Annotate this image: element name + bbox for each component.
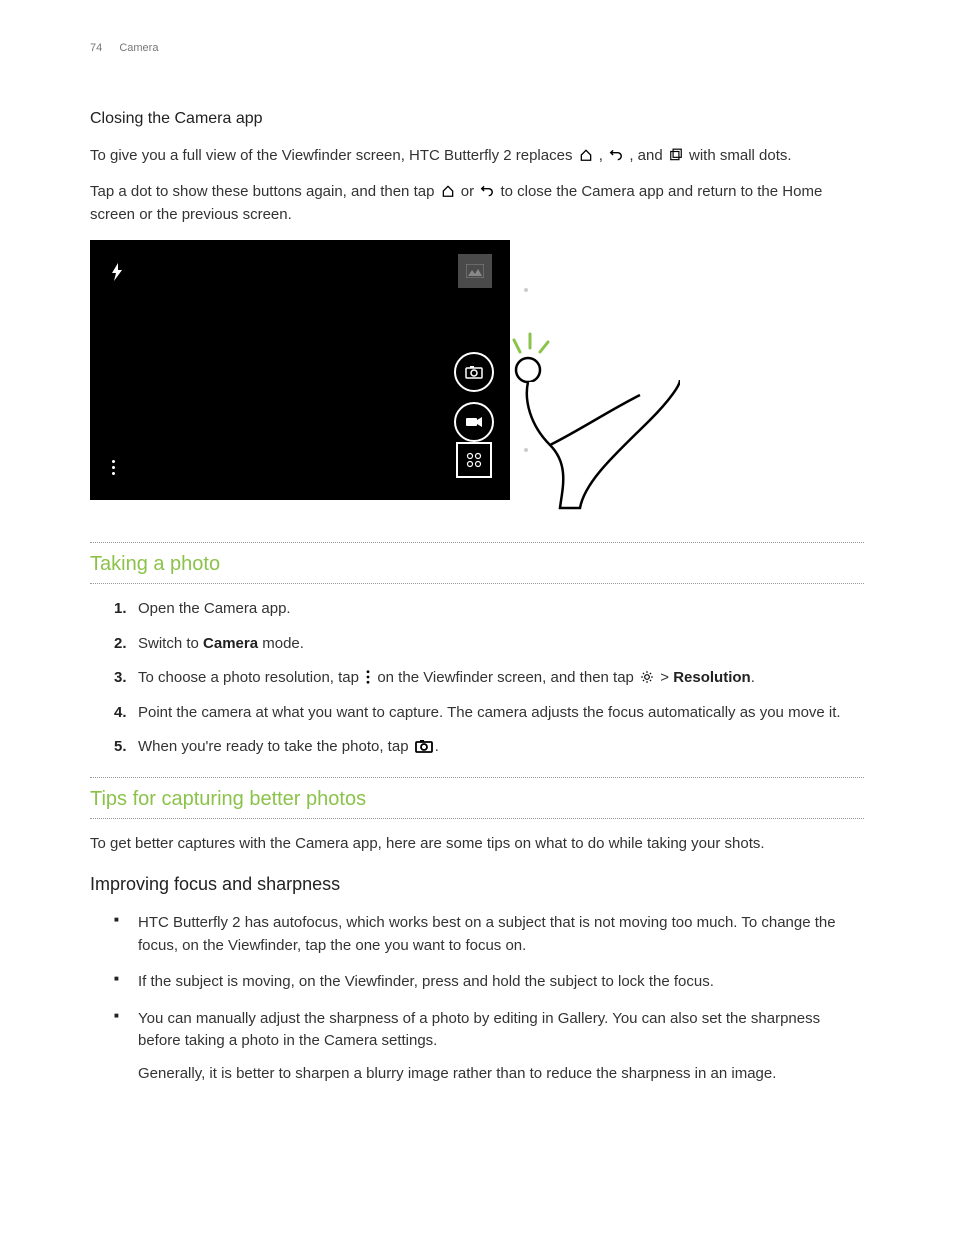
step-text: mode. xyxy=(258,635,304,652)
step-text: Open the Camera app. xyxy=(138,600,291,617)
mode-button xyxy=(456,442,492,478)
bullet-2: If the subject is moving, on the Viewfin… xyxy=(114,971,864,994)
tips-title: Tips for capturing better photos xyxy=(90,778,864,819)
bullet-3: You can manually adjust the sharpness of… xyxy=(114,1008,864,1086)
text: or xyxy=(461,183,479,200)
closing-heading: Closing the Camera app xyxy=(90,107,864,131)
step-5: 5. When you're ready to take the photo, … xyxy=(114,736,864,759)
hand-tap-illustration xyxy=(510,330,680,510)
bullet-1: HTC Butterfly 2 has autofocus, which wor… xyxy=(114,912,864,957)
text: , and xyxy=(629,147,667,164)
bold-text: Resolution xyxy=(673,669,751,686)
viewfinder xyxy=(90,240,510,500)
bullet-subtext: Generally, it is better to sharpen a blu… xyxy=(138,1063,864,1086)
back-icon xyxy=(480,184,494,198)
step-text: > xyxy=(660,669,673,686)
step-text: When you're ready to take the photo, tap xyxy=(138,738,413,755)
text: , xyxy=(599,147,607,164)
page-number: 74 xyxy=(90,42,102,54)
text: To give you a full view of the Viewfinde… xyxy=(90,147,577,164)
bullet-text: HTC Butterfly 2 has autofocus, which wor… xyxy=(138,914,836,954)
camera-icon xyxy=(415,739,433,753)
step-text: . xyxy=(751,669,755,686)
bullet-text: You can manually adjust the sharpness of… xyxy=(138,1010,820,1050)
bullet-text: If the subject is moving, on the Viewfin… xyxy=(138,973,714,990)
closing-para-2: Tap a dot to show these buttons again, a… xyxy=(90,181,864,226)
back-icon xyxy=(609,148,623,162)
text: Tap a dot to show these buttons again, a… xyxy=(90,183,439,200)
taking-photo-steps: 1. Open the Camera app. 2. Switch to Cam… xyxy=(90,598,864,759)
video-button xyxy=(454,402,494,442)
focus-bullets: HTC Butterfly 2 has autofocus, which wor… xyxy=(90,912,864,1085)
step-text: . xyxy=(435,738,439,755)
section-name: Camera xyxy=(119,42,158,54)
step-2: 2. Switch to Camera mode. xyxy=(114,633,864,656)
camera-screenshot xyxy=(90,240,680,520)
bold-text: Camera xyxy=(203,635,258,652)
settings-icon xyxy=(640,670,654,684)
page-header: 74 Camera xyxy=(90,40,864,57)
shutter-button xyxy=(454,352,494,392)
tips-intro: To get better captures with the Camera a… xyxy=(90,833,864,856)
home-icon xyxy=(441,184,455,198)
step-text: Point the camera at what you want to cap… xyxy=(138,704,841,721)
step-text: To choose a photo resolution, tap xyxy=(138,669,363,686)
improving-focus-heading: Improving focus and sharpness xyxy=(90,871,864,898)
menu-icon xyxy=(112,460,115,475)
step-4: 4. Point the camera at what you want to … xyxy=(114,702,864,725)
step-text: on the Viewfinder screen, and then tap xyxy=(377,669,638,686)
nav-dot xyxy=(524,448,528,452)
step-1: 1. Open the Camera app. xyxy=(114,598,864,621)
menu-icon xyxy=(365,670,371,684)
home-icon xyxy=(579,148,593,162)
closing-para-1: To give you a full view of the Viewfinde… xyxy=(90,145,864,168)
step-text: Switch to xyxy=(138,635,203,652)
nav-dot xyxy=(524,288,528,292)
recent-apps-icon xyxy=(669,148,683,162)
taking-photo-title: Taking a photo xyxy=(90,543,864,584)
flash-icon xyxy=(110,262,124,289)
step-3: 3. To choose a photo resolution, tap on … xyxy=(114,667,864,690)
text: with small dots. xyxy=(689,147,792,164)
nav-dot xyxy=(524,368,528,372)
gallery-thumbnail xyxy=(458,254,492,288)
